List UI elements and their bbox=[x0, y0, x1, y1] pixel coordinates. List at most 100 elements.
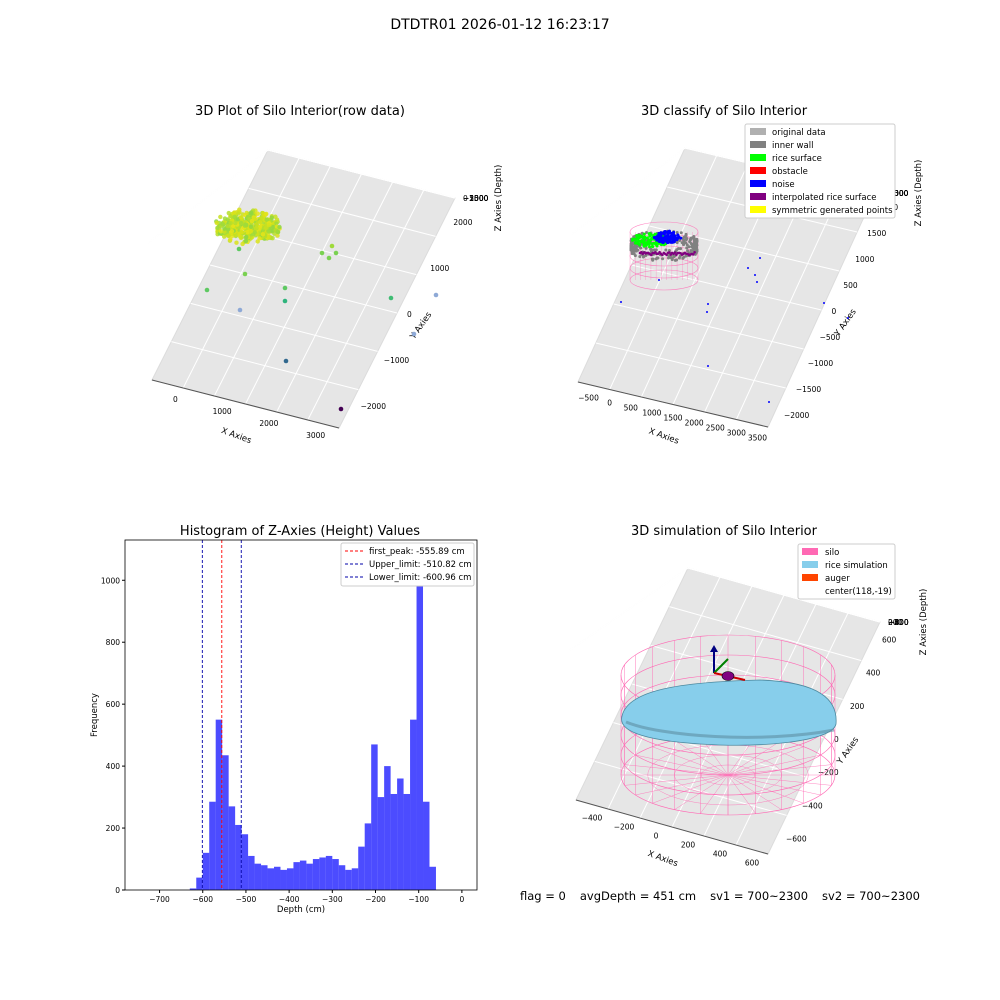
inner-wall-point bbox=[634, 249, 638, 253]
y-tick-label: 1500 bbox=[867, 229, 886, 238]
z-tick-label: −3000 bbox=[883, 189, 909, 198]
histogram-chart: −700 −600 −500 −400 −300 −200 −100 0 0 200 400 600 8… bbox=[90, 539, 478, 915]
noise-point bbox=[620, 301, 622, 303]
x-tick-label: 500 bbox=[624, 404, 639, 413]
z-tick-label: −1500 bbox=[463, 194, 489, 203]
grid-line bbox=[735, 185, 844, 420]
y-axis-label: Y Axies bbox=[832, 307, 859, 339]
histogram-bar bbox=[312, 859, 320, 890]
raw-point bbox=[259, 216, 264, 221]
raw-point bbox=[326, 255, 332, 261]
raw-point bbox=[229, 229, 235, 234]
rice-surface-point bbox=[647, 232, 651, 236]
y-tick-label: 0 bbox=[832, 307, 837, 316]
legend-label: original data bbox=[772, 128, 826, 138]
raw-point bbox=[238, 215, 244, 220]
histogram-bar bbox=[397, 778, 404, 890]
legend-label: symmetric generated points bbox=[772, 206, 893, 216]
inner-wall-point bbox=[684, 234, 688, 238]
inner-wall-point bbox=[661, 257, 665, 261]
inner-wall-point bbox=[672, 255, 676, 259]
status-flag: flag = 0 bbox=[520, 889, 566, 903]
z-tick-label: −1000 bbox=[463, 194, 489, 203]
x-tick-label: 0 bbox=[459, 895, 464, 904]
legend-frame bbox=[744, 123, 896, 219]
raw-point bbox=[226, 210, 231, 216]
rice-surface-point bbox=[650, 244, 654, 248]
y-tick-label: 1000 bbox=[101, 576, 120, 585]
x-tick-label: −500 bbox=[578, 394, 599, 403]
noise-point bbox=[759, 257, 761, 259]
rice-surface-point bbox=[655, 244, 659, 248]
z-axis-label: Z Axies (Depth) bbox=[914, 160, 924, 227]
auger-axis-y bbox=[713, 658, 729, 674]
y-tick-label: −2000 bbox=[784, 411, 810, 420]
legend-label: first_peak: -555.89 cm bbox=[369, 547, 465, 557]
x-axis-label: Depth (cm) bbox=[277, 905, 325, 915]
x-tick-label: 2500 bbox=[706, 424, 725, 433]
histogram-bar bbox=[267, 868, 275, 890]
legend-label: Lower_limit: -600.96 cm bbox=[369, 573, 471, 583]
x-axis-line bbox=[151, 379, 340, 429]
grid-line bbox=[267, 149, 456, 199]
x-axis-label: X Axies bbox=[647, 427, 680, 447]
legend-label: obstacle bbox=[772, 167, 808, 177]
raw-point bbox=[275, 233, 280, 238]
histogram-bar bbox=[423, 801, 430, 890]
raw-point bbox=[234, 240, 239, 245]
inner-wall-point bbox=[632, 252, 636, 256]
raw-point bbox=[228, 237, 233, 242]
inner-wall-point bbox=[682, 255, 686, 259]
silo-floor-ring bbox=[701, 764, 755, 786]
y-tick-label: 2000 bbox=[453, 218, 472, 227]
raw-point bbox=[264, 211, 269, 217]
x-tick-label: 3500 bbox=[748, 434, 767, 443]
legend-swatch bbox=[750, 206, 766, 213]
legend-swatch bbox=[802, 561, 818, 568]
raw-point bbox=[282, 298, 288, 304]
x-axis-line bbox=[577, 381, 769, 428]
rice-surface-point bbox=[631, 238, 635, 242]
histogram-bar bbox=[390, 793, 398, 890]
legend-label: Upper_limit: -510.82 cm bbox=[369, 560, 472, 570]
inner-wall-point bbox=[629, 247, 633, 251]
rice-surface-point bbox=[649, 238, 653, 242]
raw-point bbox=[215, 225, 220, 230]
legend-swatch bbox=[750, 141, 766, 148]
histogram-bar bbox=[345, 869, 352, 890]
raw-point bbox=[236, 210, 241, 216]
rice-surface-point bbox=[635, 241, 639, 245]
legend-swatch bbox=[750, 167, 766, 174]
raw-point bbox=[236, 246, 242, 252]
raw-point bbox=[220, 222, 226, 227]
noise-point bbox=[653, 236, 657, 240]
raw-point bbox=[264, 217, 269, 222]
legend-frame bbox=[797, 543, 896, 600]
histogram-bar bbox=[241, 834, 249, 890]
noise-point bbox=[668, 240, 672, 244]
noise-point bbox=[669, 236, 673, 240]
raw-point bbox=[237, 307, 243, 313]
raw-point bbox=[225, 233, 231, 238]
histogram-bar bbox=[371, 744, 378, 890]
inner-wall-point bbox=[630, 243, 634, 247]
histogram-bar bbox=[306, 863, 313, 890]
y-tick-label: −200 bbox=[818, 768, 839, 777]
classify-legend: original data inner wall rice surface obsta… bbox=[744, 123, 896, 219]
legend-label: noise bbox=[772, 180, 795, 190]
inner-wall-point bbox=[675, 231, 679, 235]
z-tick-label: −2000 bbox=[463, 194, 489, 203]
legend-swatch bbox=[750, 193, 766, 200]
raw-point bbox=[266, 234, 271, 240]
noise-point bbox=[656, 234, 660, 238]
center-marker bbox=[721, 671, 735, 681]
interpolated-point bbox=[668, 251, 671, 254]
status-avg-depth: avgDepth = 451 cm bbox=[579, 889, 697, 903]
histogram-bar bbox=[235, 824, 242, 890]
raw-point bbox=[237, 233, 242, 239]
raw-point bbox=[242, 223, 248, 228]
interpolated-point bbox=[665, 253, 668, 257]
simulation-3d-axes: −400−20002004006006004002000−200−400−600… bbox=[569, 543, 929, 869]
x-axis-label: X Axies bbox=[220, 426, 253, 446]
raw-point bbox=[248, 229, 254, 234]
